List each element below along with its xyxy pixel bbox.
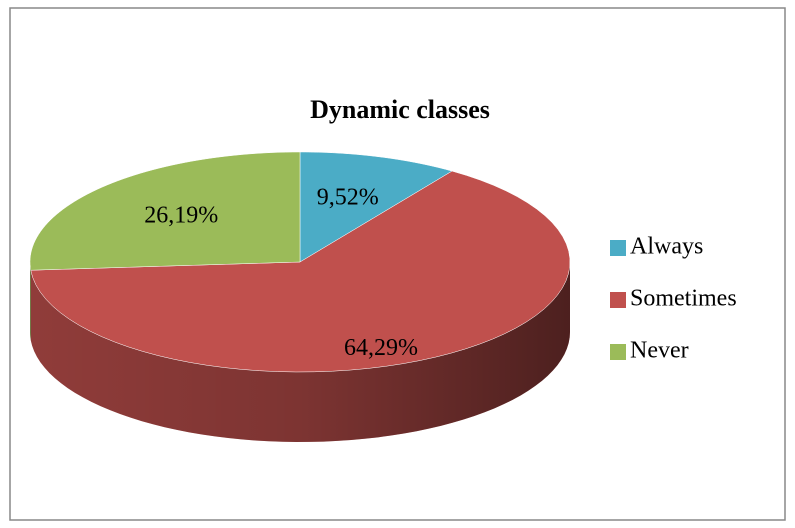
chart-title: Dynamic classes bbox=[310, 95, 490, 124]
slice bbox=[29, 151, 301, 271]
slice bbox=[30, 170, 571, 373]
data-label: 9,52% bbox=[317, 184, 379, 210]
data-label: 26,19% bbox=[144, 203, 218, 229]
legend-label: Always bbox=[630, 234, 703, 260]
legend-swatch bbox=[610, 344, 626, 360]
data-label: 64,29% bbox=[344, 335, 418, 361]
slice-side-shade bbox=[30, 262, 570, 442]
slice-side-shade bbox=[30, 262, 31, 341]
legend-label: Never bbox=[630, 338, 689, 364]
legend-swatch bbox=[610, 292, 626, 308]
slice bbox=[299, 151, 453, 263]
legend-label: Sometimes bbox=[630, 286, 737, 312]
legend-swatch bbox=[610, 240, 626, 256]
